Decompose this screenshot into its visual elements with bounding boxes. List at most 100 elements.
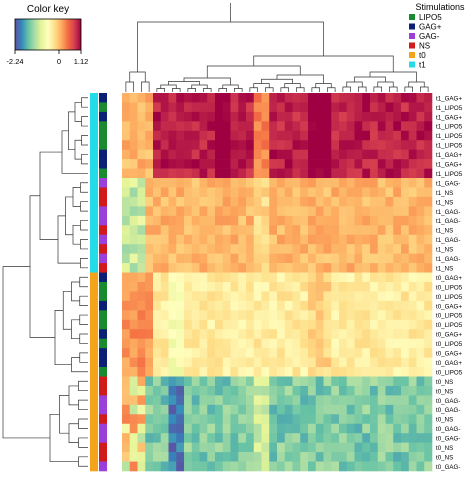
heatmap-cell [199,404,208,415]
heatmap-cell [393,319,402,330]
heatmap-cell [207,234,216,245]
heatmap-cell [308,461,317,472]
heatmap-cell [393,187,402,198]
heatmap-cell [160,263,169,273]
heatmap-cell [176,206,185,217]
row-label: t0_LIPO5 [436,294,463,301]
heatmap-cell [385,168,394,179]
dendrogram-link [253,83,270,88]
color-key-title: Color key [27,4,69,15]
heatmap-cell [129,329,138,339]
heatmap-cell [284,140,293,150]
time-annotation-cell [90,414,98,425]
heatmap-cell [160,414,169,425]
dendrogram-link [81,97,88,108]
heatmap-cell [292,263,301,273]
heatmap-cell [191,291,200,302]
heatmap-cell [300,310,309,321]
heatmap-cell [168,253,177,264]
heatmap-cell [385,367,394,377]
heatmap-cell [401,149,410,160]
heatmap-cell [401,433,410,443]
heatmap-cell [292,291,301,302]
heatmap-cell [277,244,286,254]
heatmap-cell [377,433,386,443]
heatmap-cell [354,206,363,217]
heatmap-cell [408,140,417,150]
heatmap-cell [246,461,255,472]
heatmap-cell [230,272,239,283]
heatmap-cell [331,461,340,472]
heatmap-cell [284,452,293,462]
heatmap-cell [370,300,379,311]
heatmap-cell [284,338,293,349]
heatmap-cell [393,414,402,425]
heatmap-cell [339,404,348,415]
heatmap-cell [331,442,340,453]
heatmap-cell [354,385,363,396]
heatmap-cell [122,215,131,226]
heatmap-cell [393,263,402,273]
heatmap-cell [168,433,177,443]
heatmap-cell [323,215,332,226]
heatmap-cell [354,121,363,132]
heatmap-cell [176,319,185,330]
heatmap-cell [246,149,255,160]
heatmap-cell [308,206,317,217]
heatmap-cell [377,329,386,339]
heatmap-cell [261,357,270,368]
heatmap-cell [401,329,410,339]
heatmap-cell [129,291,138,302]
heatmap-cell [277,310,286,321]
heatmap-cell [184,272,193,283]
dendrogram-link [187,88,196,92]
heatmap-cell [168,376,177,387]
heatmap-cell [292,168,301,179]
heatmap-cell [308,149,317,160]
heatmap-cell [339,282,348,292]
heatmap-cell [308,272,317,283]
heatmap-cell [377,385,386,396]
heatmap-cell [300,178,309,188]
heatmap-cell [377,310,386,321]
heatmap-cell [122,423,131,434]
heatmap-cell [300,215,309,226]
heatmap-cell [323,206,332,217]
heatmap-cell [160,159,169,169]
heatmap-cell [261,187,270,198]
heatmap-cell [346,282,355,292]
heatmap-cell [370,206,379,217]
heatmap-cell [308,253,317,264]
heatmap-cell [153,253,162,264]
heatmap-cell [362,461,371,472]
heatmap-cell [261,423,270,434]
heatmap-cell [145,215,154,226]
heatmap-cell [315,442,324,453]
heatmap-cell [207,385,216,396]
heatmap-cell [401,272,410,283]
heatmap-cell [207,196,216,207]
heatmap-cell [129,178,138,188]
heatmap-cell [424,423,433,434]
heatmap-cell [137,442,146,453]
row-label: t0_LIPO5 [436,341,463,348]
stimulation-annotation-cell [99,452,107,462]
heatmap-cell [393,253,402,264]
heatmap-cell [253,404,262,415]
heatmap-cell [145,140,154,150]
dendrogram-link [203,88,212,92]
heatmap-cell [269,338,278,349]
heatmap-cell [424,168,433,179]
heatmap-cell [137,130,146,141]
heatmap-cell [284,215,293,226]
heatmap-cell [339,140,348,150]
heatmap-cell [230,329,239,339]
heatmap-cell [122,319,131,330]
heatmap-cell [277,319,286,330]
heatmap-cell [230,93,239,103]
stimulation-annotation-cell [99,253,107,264]
heatmap-cell [137,404,146,415]
heatmap-cell [339,442,348,453]
heatmap-cell [199,433,208,443]
heatmap-cell [176,452,185,462]
